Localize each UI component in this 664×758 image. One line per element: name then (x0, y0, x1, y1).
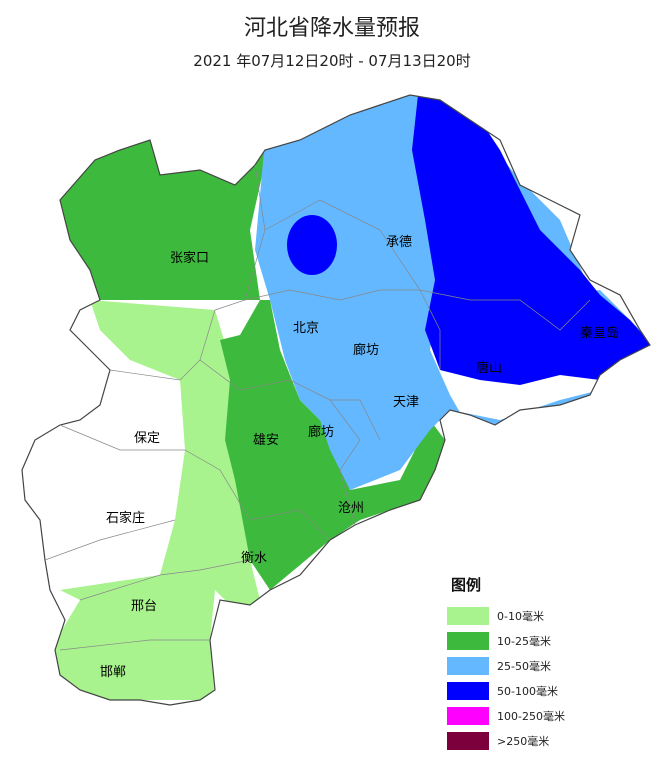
legend-label: 100-250毫米 (497, 709, 565, 723)
city-label: 沧州 (338, 500, 364, 516)
legend-item: 100-250毫米 (447, 703, 565, 728)
legend-swatch (447, 706, 489, 725)
city-label: 雄安 (253, 433, 279, 448)
city-label: 保定 (134, 431, 160, 446)
region-0-10mm (50, 300, 260, 700)
legend: 图例 0-10毫米 10-25毫米 25-50毫米 50-100毫米 100-2… (447, 574, 565, 753)
city-labels: 张家口 承德 北京 廊坊 天津 秦皇岛 唐山 保定 雄安 廊坊 沧州 石家庄 衡… (100, 235, 619, 680)
city-label: 石家庄 (106, 510, 145, 526)
legend-label: 0-10毫米 (497, 609, 544, 623)
legend-item: 25-50毫米 (447, 653, 565, 678)
legend-swatch (447, 731, 489, 750)
region-50-100mm (412, 95, 650, 385)
city-label: 承德 (386, 235, 412, 250)
city-label: 邯郸 (100, 665, 126, 680)
legend-label: >250毫米 (497, 734, 550, 748)
legend-title: 图例 (451, 576, 482, 594)
legend-swatch (447, 681, 489, 700)
region-50-100mm-beijing-north (287, 215, 337, 275)
legend-item: 50-100毫米 (447, 678, 565, 703)
city-label: 衡水 (241, 551, 267, 566)
legend-swatch (447, 656, 489, 675)
legend-label: 50-100毫米 (497, 684, 558, 698)
city-label: 秦皇岛 (580, 325, 619, 341)
city-label: 廊坊 (353, 342, 379, 358)
legend-item: >250毫米 (447, 728, 565, 753)
city-label: 唐山 (476, 360, 502, 376)
region-25-50mm (255, 95, 650, 490)
city-label: 北京 (293, 321, 319, 336)
legend-swatch (447, 631, 489, 650)
legend-label: 10-25毫米 (497, 634, 551, 648)
legend-item: 10-25毫米 (447, 628, 565, 653)
city-label: 张家口 (170, 250, 209, 266)
legend-swatch (447, 606, 489, 625)
city-label: 廊坊 (308, 424, 334, 440)
legend-label: 25-50毫米 (497, 659, 551, 673)
legend-item: 0-10毫米 (447, 603, 565, 628)
city-borders (44, 164, 591, 651)
map-title: 河北省降水量预报 (243, 16, 420, 41)
city-label: 邢台 (131, 599, 157, 614)
city-label: 天津 (393, 395, 419, 410)
map-subtitle: 2021 年07月12日20时 - 07月13日20时 (193, 52, 471, 70)
